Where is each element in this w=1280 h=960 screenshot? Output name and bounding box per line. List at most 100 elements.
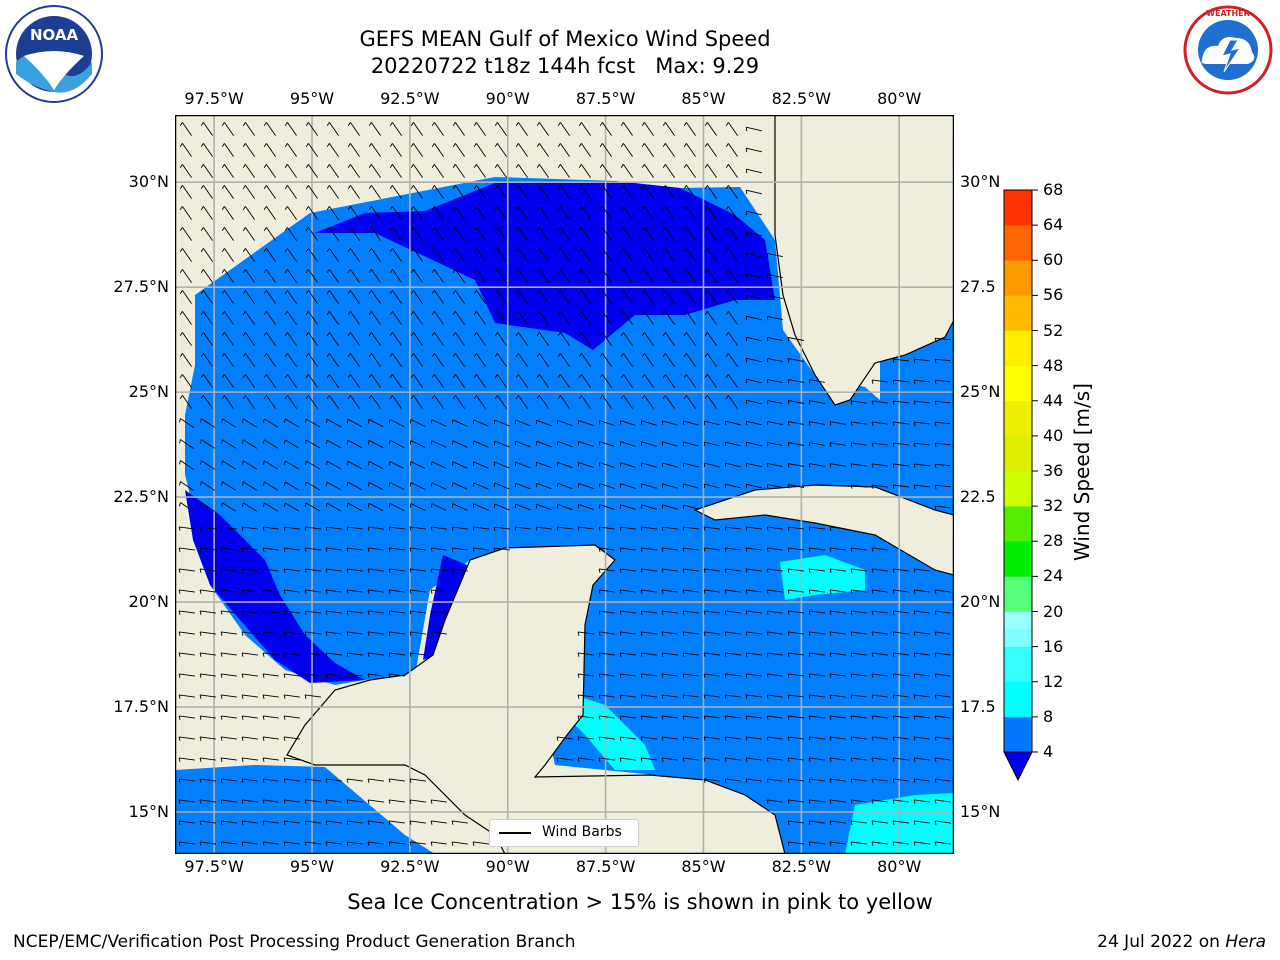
wind-barb (304, 631, 321, 636)
wind-barb (683, 227, 696, 241)
wind-barb (199, 694, 216, 699)
wind-barb (283, 694, 300, 699)
wind-barb (514, 526, 531, 531)
wind-barb (200, 460, 215, 470)
wind-barb (452, 332, 465, 346)
wind-barb (662, 311, 675, 325)
wind-barb (431, 227, 444, 241)
wind-barb (494, 164, 507, 178)
wind-barb (388, 841, 405, 846)
wind-barb (640, 483, 657, 489)
wind-barb (178, 841, 195, 846)
wind-barb (367, 778, 384, 783)
lat-label: 25°N (960, 382, 1001, 402)
wind-barb (178, 526, 195, 531)
wind-barb (934, 673, 951, 678)
cbar-tick: 16 (1043, 636, 1064, 656)
wind-barb (199, 736, 216, 741)
wind-barb (431, 374, 444, 388)
wind-barb (431, 164, 444, 178)
wind-barb (494, 419, 510, 427)
wind-barb (724, 568, 741, 573)
wind-barb (368, 185, 381, 199)
wind-barb (892, 568, 909, 573)
wind-barb (241, 589, 258, 594)
credit-right: 24 Jul 2022 on Hera (1097, 932, 1266, 952)
wind-barb (220, 715, 237, 720)
wind-barb (913, 757, 930, 762)
wind-barb (745, 273, 762, 279)
wind-barb (871, 547, 888, 552)
wind-barb (515, 164, 528, 178)
wind-barb (325, 547, 342, 552)
wind-barb (725, 332, 738, 346)
wind-barb (199, 757, 216, 762)
lon-label: 92.5°W (380, 857, 440, 876)
wind-barb (704, 290, 717, 304)
wind-barb (913, 589, 930, 594)
wind-barb (598, 568, 615, 573)
wind-barb (934, 757, 951, 762)
wind-barb (452, 290, 465, 304)
wind-barb (431, 248, 444, 262)
wind-barb (263, 332, 276, 346)
wind-barb (389, 185, 402, 199)
wind-barb (410, 461, 426, 469)
wind-barb (934, 379, 952, 385)
wind-barb (304, 841, 321, 846)
wind-barb (220, 841, 237, 846)
wind-barb (913, 778, 930, 783)
wind-barb (410, 206, 423, 220)
wind-barb (725, 395, 738, 409)
wind-barb (578, 353, 591, 367)
wind-barb (326, 374, 339, 388)
colorbar-segment (1004, 260, 1032, 279)
wind-barb (494, 290, 507, 304)
wind-barb (703, 673, 720, 678)
wind-speed-map (175, 115, 954, 854)
wind-barb (725, 269, 738, 283)
wind-barb (389, 481, 405, 491)
wind-barb (242, 332, 255, 346)
wind-barb (662, 143, 675, 157)
wind-barb (850, 799, 867, 804)
wind-barb (808, 736, 825, 741)
wind-barb (871, 820, 888, 825)
wind-barb (745, 147, 762, 153)
wind-barb (913, 421, 931, 427)
wind-barb (934, 505, 952, 511)
cbar-tick: 40 (1043, 425, 1064, 445)
wind-barb (620, 185, 633, 199)
wind-barb (389, 439, 405, 449)
wind-barb (304, 799, 321, 804)
wind-barb (683, 164, 696, 178)
wind-barb (934, 337, 952, 343)
wind-barb (179, 143, 192, 157)
wind-barb (787, 589, 804, 594)
wind-barb (661, 673, 678, 678)
wind-barb (368, 206, 381, 220)
wind-barb (304, 673, 321, 678)
wind-barb (913, 568, 930, 573)
wind-barb (347, 290, 360, 304)
wind-barb (179, 206, 192, 220)
wind-barb (221, 374, 234, 388)
wind-barb (221, 248, 234, 262)
wind-barb (641, 395, 654, 409)
wind-barb (178, 799, 195, 804)
wind-barb (284, 269, 297, 283)
wind-barb (829, 421, 846, 426)
wind-barb (619, 736, 636, 741)
wind-barb (347, 353, 360, 367)
wind-barb (766, 357, 783, 363)
lon-label: 87.5°W (575, 89, 636, 108)
wind-barb (913, 631, 930, 636)
wind-barb (850, 757, 867, 762)
wind-barb (934, 442, 952, 448)
wind-barb (787, 547, 804, 552)
wind-barb (557, 461, 573, 469)
wind-barb (305, 353, 318, 367)
colorbar-segment (1004, 593, 1032, 612)
wind-barb (850, 652, 867, 657)
wind-barb (557, 185, 570, 199)
